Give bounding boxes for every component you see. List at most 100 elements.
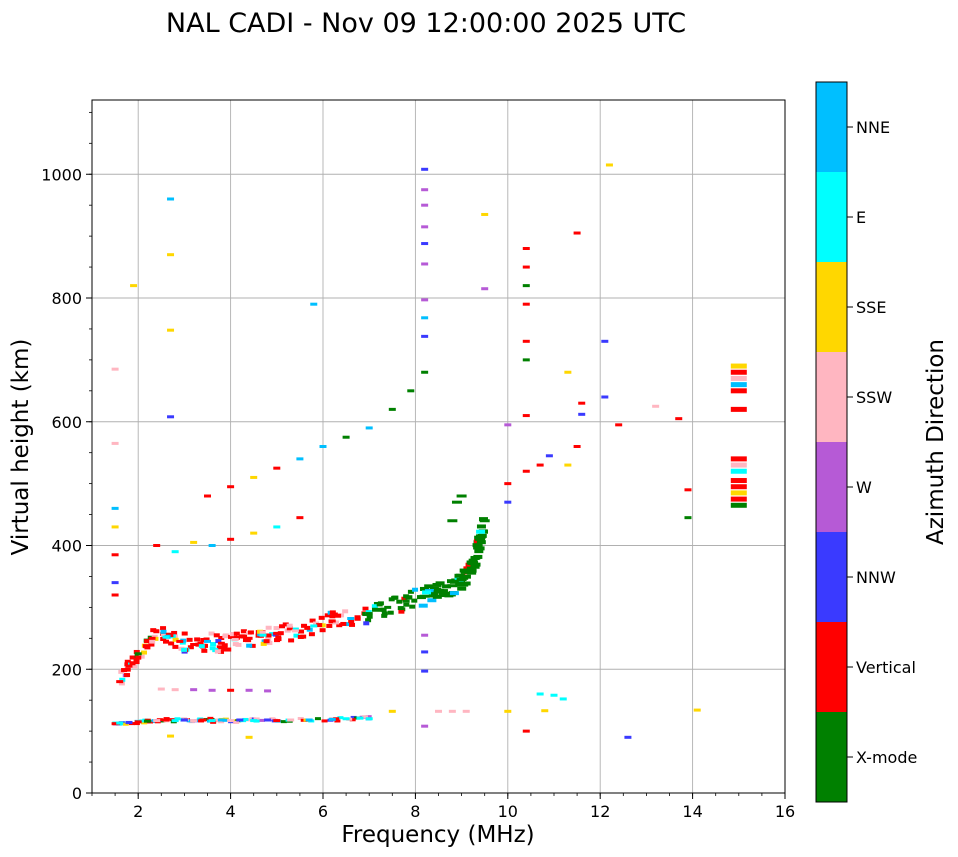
echo-cell	[474, 549, 484, 554]
echo-point	[421, 225, 429, 229]
echo-point	[167, 328, 175, 332]
echo-cell	[233, 720, 240, 724]
colorbar-segment	[816, 622, 847, 712]
echo-cell	[141, 721, 148, 725]
echo-point	[421, 633, 429, 637]
echo-point	[264, 718, 272, 722]
echo-cell	[304, 625, 311, 630]
echo-cell	[396, 599, 403, 604]
echo-cell	[229, 632, 236, 637]
echo-cell	[324, 613, 331, 618]
echo-point	[259, 633, 267, 637]
echo-cell	[160, 629, 167, 634]
echo-cell	[225, 647, 232, 652]
echo-cell	[203, 717, 210, 721]
echo-cell	[407, 589, 414, 594]
echo-cell	[286, 623, 293, 628]
echo-cell	[148, 642, 155, 647]
echo-cell	[319, 628, 326, 633]
echo-cell	[121, 668, 128, 673]
echo-cell	[348, 619, 355, 624]
echo-cell	[241, 634, 248, 639]
echo-cell	[301, 623, 308, 628]
echo-point	[573, 445, 581, 448]
echo-point	[171, 719, 179, 723]
echo-point	[204, 494, 211, 498]
echo-point	[111, 441, 119, 445]
echo-cell	[259, 630, 266, 635]
echo-point	[180, 718, 188, 722]
echo-cell	[333, 620, 340, 625]
y-axis-ticks: 0 200 400 600 800 1000	[41, 111, 92, 803]
echo-point	[421, 316, 429, 320]
echo-cell	[363, 621, 370, 626]
echo-cell	[365, 715, 372, 719]
echo-point	[111, 525, 119, 529]
y-tick-label: 200	[51, 660, 82, 679]
y-tick-label: 1000	[41, 165, 82, 184]
echo-cell	[397, 606, 404, 611]
echo-point	[730, 456, 747, 462]
echo-point	[421, 242, 429, 246]
echo-cell	[187, 645, 194, 650]
echo-cell	[334, 719, 341, 723]
echo-point	[157, 687, 165, 691]
echo-cell	[329, 610, 336, 615]
echo-cell	[449, 579, 459, 584]
echo-cell	[253, 717, 260, 721]
y-tick-label: 800	[51, 289, 82, 308]
echo-point	[356, 716, 364, 720]
echo-point	[522, 284, 530, 288]
echo-point	[208, 688, 216, 692]
echo-cell	[449, 591, 459, 596]
echo-cell	[476, 524, 486, 529]
echo-cell	[422, 590, 432, 595]
echo-cell	[412, 587, 419, 592]
echo-cell	[403, 602, 410, 607]
echo-cell	[249, 643, 256, 648]
echo-cell	[362, 611, 369, 616]
echo-point	[162, 635, 170, 639]
echo-cell	[218, 649, 225, 654]
echo-point	[421, 203, 429, 207]
echo-cell	[133, 660, 140, 665]
echo-cell	[439, 593, 449, 598]
echo-cell	[435, 581, 445, 586]
echo-point	[190, 643, 198, 646]
echo-point	[190, 719, 198, 723]
echo-point	[217, 718, 225, 722]
echo-point	[217, 641, 225, 645]
echo-cell	[333, 717, 340, 721]
echo-cell	[222, 633, 229, 638]
echo-cell	[133, 722, 140, 726]
colorbar-tick-label: Vertical	[856, 658, 916, 677]
echo-point	[730, 496, 747, 502]
echo-cell	[207, 716, 214, 720]
colorbar-tick-label: X-mode	[856, 748, 917, 767]
echo-cell	[214, 649, 221, 654]
echo-point	[479, 519, 490, 523]
echo-cell	[198, 644, 205, 649]
echo-point	[287, 718, 295, 722]
x-tick-label: 10	[498, 802, 518, 821]
echo-point	[171, 550, 179, 554]
echo-point	[328, 619, 336, 623]
echo-cell	[274, 638, 281, 643]
echo-cell	[258, 718, 265, 722]
echo-point	[153, 719, 161, 723]
echo-point	[522, 247, 530, 250]
echo-cell	[377, 601, 384, 606]
echo-cell	[129, 655, 136, 660]
echo-point	[730, 484, 747, 490]
echo-cell	[129, 661, 136, 666]
echo-point	[730, 406, 747, 412]
echo-point	[730, 502, 747, 508]
echo-cell	[150, 628, 157, 633]
echo-point	[227, 688, 235, 692]
echo-cell	[210, 720, 217, 724]
echo-point	[347, 617, 355, 621]
y-tick-label: 400	[51, 537, 82, 556]
y-axis-label: Virtual height (km)	[8, 339, 34, 556]
echo-point	[167, 734, 175, 738]
echo-point	[435, 709, 442, 713]
